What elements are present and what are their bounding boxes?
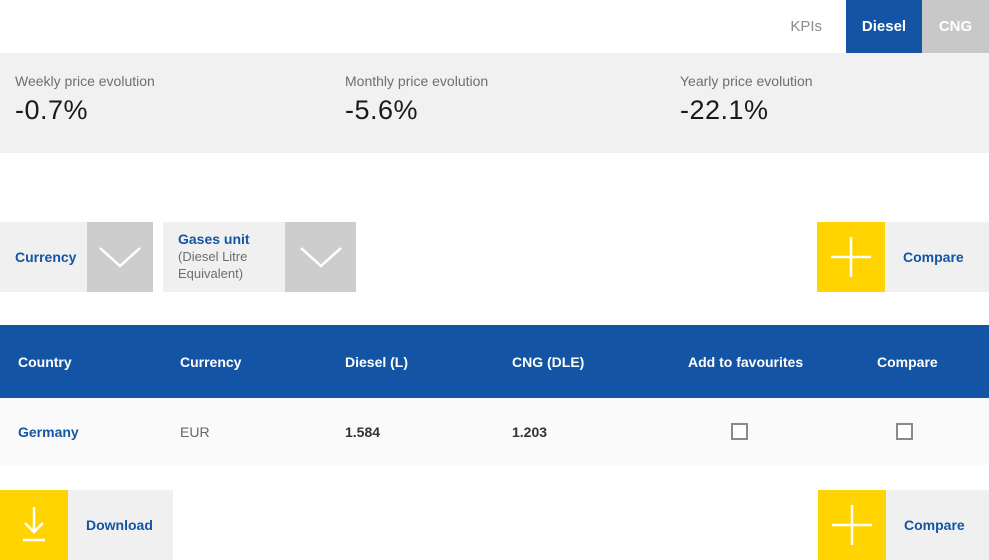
stat-monthly-label: Monthly price evolution xyxy=(345,73,489,89)
stat-monthly: Monthly price evolution -5.6% xyxy=(345,73,488,126)
column-header-currency: Currency xyxy=(180,353,242,370)
currency-dropdown-label-box: Currency xyxy=(0,222,87,292)
compare-button-bottom-label: Compare xyxy=(904,517,965,533)
stat-weekly-label: Weekly price evolution xyxy=(15,73,155,89)
currency-value: EUR xyxy=(180,423,210,440)
download-button-icon-box xyxy=(0,490,68,560)
column-header-country: Country xyxy=(18,353,72,370)
download-button[interactable]: Download xyxy=(0,490,173,560)
compare-button-top-label-box: Compare xyxy=(885,222,989,292)
price-table: Country Currency Diesel (L) CNG (DLE) Ad… xyxy=(0,325,989,465)
compare-button-bottom-icon-box xyxy=(818,490,886,560)
compare-button-top-icon-box xyxy=(817,222,885,292)
column-header-favourites: Add to favourites xyxy=(688,353,804,370)
plus-icon xyxy=(832,505,872,545)
tab-cng[interactable]: CNG xyxy=(922,0,989,53)
cng-price-value: 1.203 xyxy=(512,423,548,440)
stat-yearly-value: -22.1% xyxy=(680,95,769,125)
filters-row: Currency Gases unit (Diesel Litre Equiva… xyxy=(0,222,989,292)
download-button-label-box: Download xyxy=(68,490,173,560)
compare-checkbox[interactable] xyxy=(896,423,913,440)
download-button-label: Download xyxy=(86,517,153,533)
gases-unit-dropdown-label: Gases unit xyxy=(178,231,250,248)
column-header-diesel: Diesel (L) xyxy=(345,353,409,370)
download-icon xyxy=(17,505,51,545)
stats-band: Weekly price evolution -0.7% Monthly pri… xyxy=(0,53,989,153)
tab-kpis[interactable]: KPIs xyxy=(790,18,822,35)
stat-weekly: Weekly price evolution -0.7% xyxy=(15,73,155,126)
country-link[interactable]: Germany xyxy=(18,423,79,440)
gases-unit-dropdown-sublabel: (Diesel Litre Equivalent) xyxy=(178,249,248,281)
stat-yearly: Yearly price evolution -22.1% xyxy=(680,73,813,126)
chevron-down-icon xyxy=(98,246,142,268)
table-header: Country Currency Diesel (L) CNG (DLE) Ad… xyxy=(0,325,989,398)
compare-button-top-label: Compare xyxy=(903,249,964,265)
column-header-cng: CNG (DLE) xyxy=(512,353,585,370)
tabs-bar: KPIs Diesel CNG xyxy=(0,0,989,53)
diesel-price-value: 1.584 xyxy=(345,423,381,440)
stat-monthly-value: -5.6% xyxy=(345,95,419,125)
currency-dropdown-chevron-box[interactable] xyxy=(87,222,153,292)
stat-weekly-value: -0.7% xyxy=(15,95,89,125)
gases-unit-dropdown[interactable]: Gases unit (Diesel Litre Equivalent) xyxy=(163,222,356,292)
compare-button-bottom[interactable]: Compare xyxy=(818,490,989,560)
table-row: Germany EUR 1.584 1.203 xyxy=(0,398,989,465)
stat-yearly-label: Yearly price evolution xyxy=(680,73,813,89)
currency-dropdown-label: Currency xyxy=(15,249,77,265)
chevron-down-icon xyxy=(299,246,343,268)
gases-unit-dropdown-label-box: Gases unit (Diesel Litre Equivalent) xyxy=(163,222,285,292)
column-header-compare: Compare xyxy=(877,353,938,370)
currency-dropdown[interactable]: Currency xyxy=(0,222,153,292)
gases-unit-dropdown-chevron-box[interactable] xyxy=(285,222,356,292)
tab-diesel[interactable]: Diesel xyxy=(846,0,922,53)
favourite-checkbox[interactable] xyxy=(731,423,748,440)
plus-icon xyxy=(831,237,871,277)
compare-button-bottom-label-box: Compare xyxy=(886,490,989,560)
compare-button-top[interactable]: Compare xyxy=(817,222,989,292)
